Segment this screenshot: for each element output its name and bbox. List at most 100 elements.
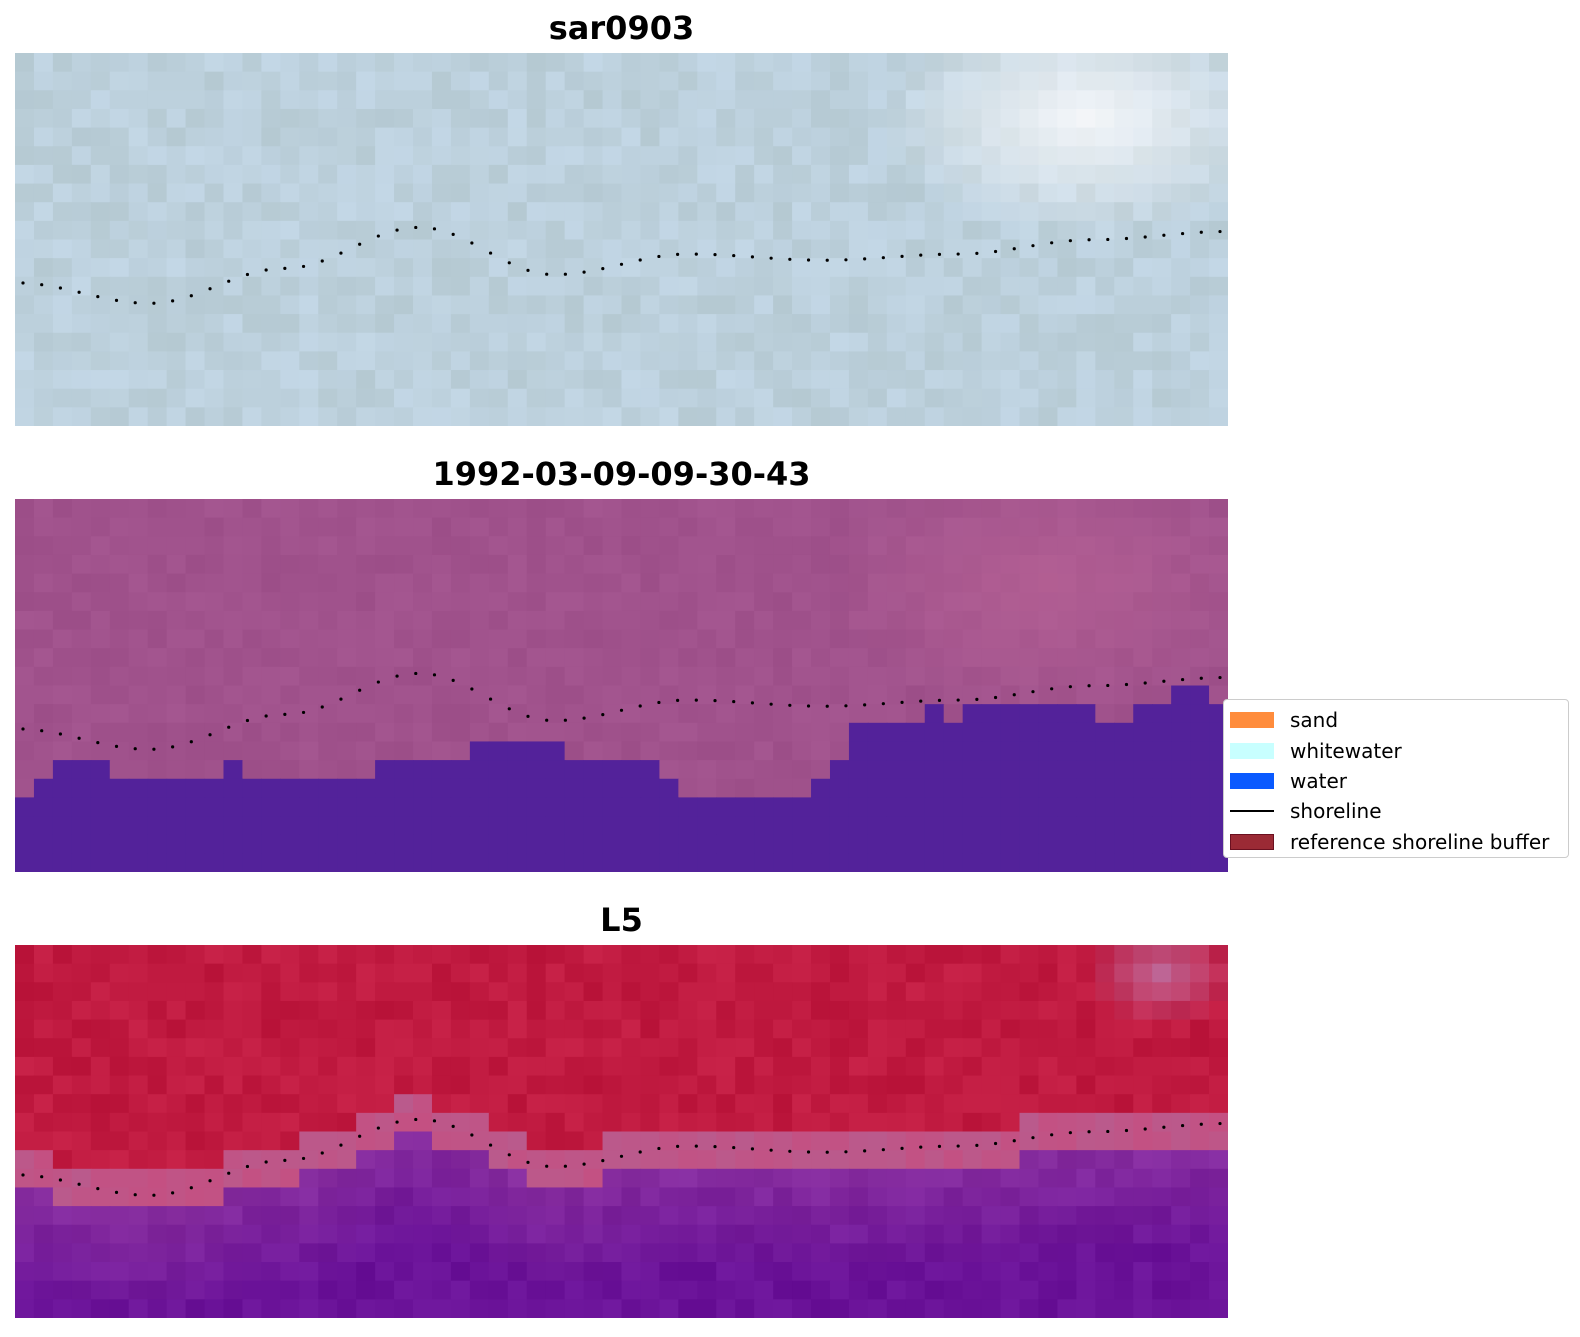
shoreline-point: [40, 283, 44, 287]
pixel: [242, 1206, 262, 1226]
pixel: [204, 332, 225, 352]
pixel: [299, 1299, 319, 1318]
pixel: [962, 1038, 983, 1058]
pixel: [413, 499, 433, 519]
pixel: [318, 183, 338, 203]
pixel: [1095, 982, 1115, 1002]
pixel: [981, 108, 1002, 129]
pixel: [431, 1019, 452, 1039]
pixel: [299, 332, 319, 352]
pixel: [318, 592, 338, 612]
pixel: [394, 1112, 414, 1133]
pixel: [469, 685, 490, 705]
pixel: [90, 499, 111, 519]
shoreline-point: [152, 301, 156, 305]
pixel: [697, 554, 717, 575]
shoreline-point: [283, 266, 287, 271]
pixel: [640, 1280, 661, 1300]
pixel: [242, 1000, 262, 1021]
pixel: [33, 536, 54, 556]
pixel: [356, 816, 376, 836]
pixel: [1000, 1280, 1021, 1300]
pixel: [450, 945, 471, 965]
pixel: [697, 963, 717, 983]
pixel: [507, 573, 528, 593]
pixel: [735, 1131, 755, 1151]
pixel: [469, 592, 490, 612]
pixel: [735, 982, 755, 1002]
pixel: [90, 351, 111, 371]
pixel: [488, 1224, 509, 1244]
pixel: [413, 1187, 433, 1207]
pixel: [811, 1280, 831, 1300]
pixel: [848, 517, 869, 537]
pixel: [1171, 314, 1191, 334]
pixel: [848, 407, 869, 426]
pixel: [147, 704, 168, 724]
pixel: [1190, 183, 1210, 203]
shoreline-point: [993, 249, 998, 254]
shoreline-point: [58, 732, 63, 736]
pixel: [431, 945, 452, 965]
pixel: [507, 1168, 528, 1189]
pixel: [52, 517, 73, 537]
pixel: [526, 407, 547, 426]
pixel: [431, 629, 452, 649]
pixel: [1209, 1056, 1228, 1077]
pixel: [90, 536, 111, 556]
pixel: [337, 1187, 357, 1207]
pixel: [52, 388, 73, 408]
pixel: [1057, 332, 1077, 352]
shoreline-point: [975, 251, 979, 255]
pixel: [867, 573, 888, 593]
pixel: [1190, 90, 1210, 110]
pixel: [924, 295, 945, 315]
pixel: [261, 499, 281, 519]
pixel: [450, 1019, 471, 1039]
pixel: [128, 554, 149, 575]
pixel: [697, 1150, 717, 1170]
pixel: [905, 1150, 926, 1170]
pixel: [792, 704, 812, 724]
pixel: [261, 1168, 281, 1189]
pixel: [204, 722, 225, 743]
pixel: [811, 760, 831, 780]
pixel: [1000, 666, 1021, 687]
pixel: [431, 388, 452, 408]
pixel: [602, 127, 623, 147]
pixel: [526, 704, 547, 724]
pixel: [545, 370, 566, 390]
pixel: [792, 499, 812, 519]
pixel: [166, 722, 187, 743]
shoreline-point: [881, 256, 885, 260]
pixel: [507, 1150, 528, 1170]
pixel: [413, 1038, 433, 1058]
pixel: [1190, 1243, 1210, 1263]
pixel: [33, 332, 54, 352]
pixel: [299, 816, 319, 836]
pixel: [128, 202, 149, 222]
pixel: [943, 499, 964, 519]
shoreline-point: [414, 671, 418, 676]
pixel: [678, 853, 698, 872]
pixel: [621, 778, 642, 798]
pixel: [1019, 1000, 1040, 1021]
pixel: [413, 71, 433, 91]
pixel: [1152, 592, 1172, 612]
pixel: [1152, 853, 1172, 872]
pixel: [716, 573, 736, 593]
pixel: [545, 517, 566, 537]
pixel: [811, 202, 831, 222]
pixel: [564, 816, 585, 836]
pixel: [943, 963, 964, 983]
pixel: [848, 370, 869, 390]
pixel: [337, 963, 357, 983]
pixel: [52, 1075, 73, 1095]
pixel: [602, 499, 623, 519]
pixel: [488, 554, 509, 575]
pixel: [166, 276, 187, 297]
pixel: [507, 239, 528, 259]
pixel: [1000, 760, 1021, 780]
pixel: [394, 183, 414, 203]
pixel: [166, 1243, 187, 1263]
